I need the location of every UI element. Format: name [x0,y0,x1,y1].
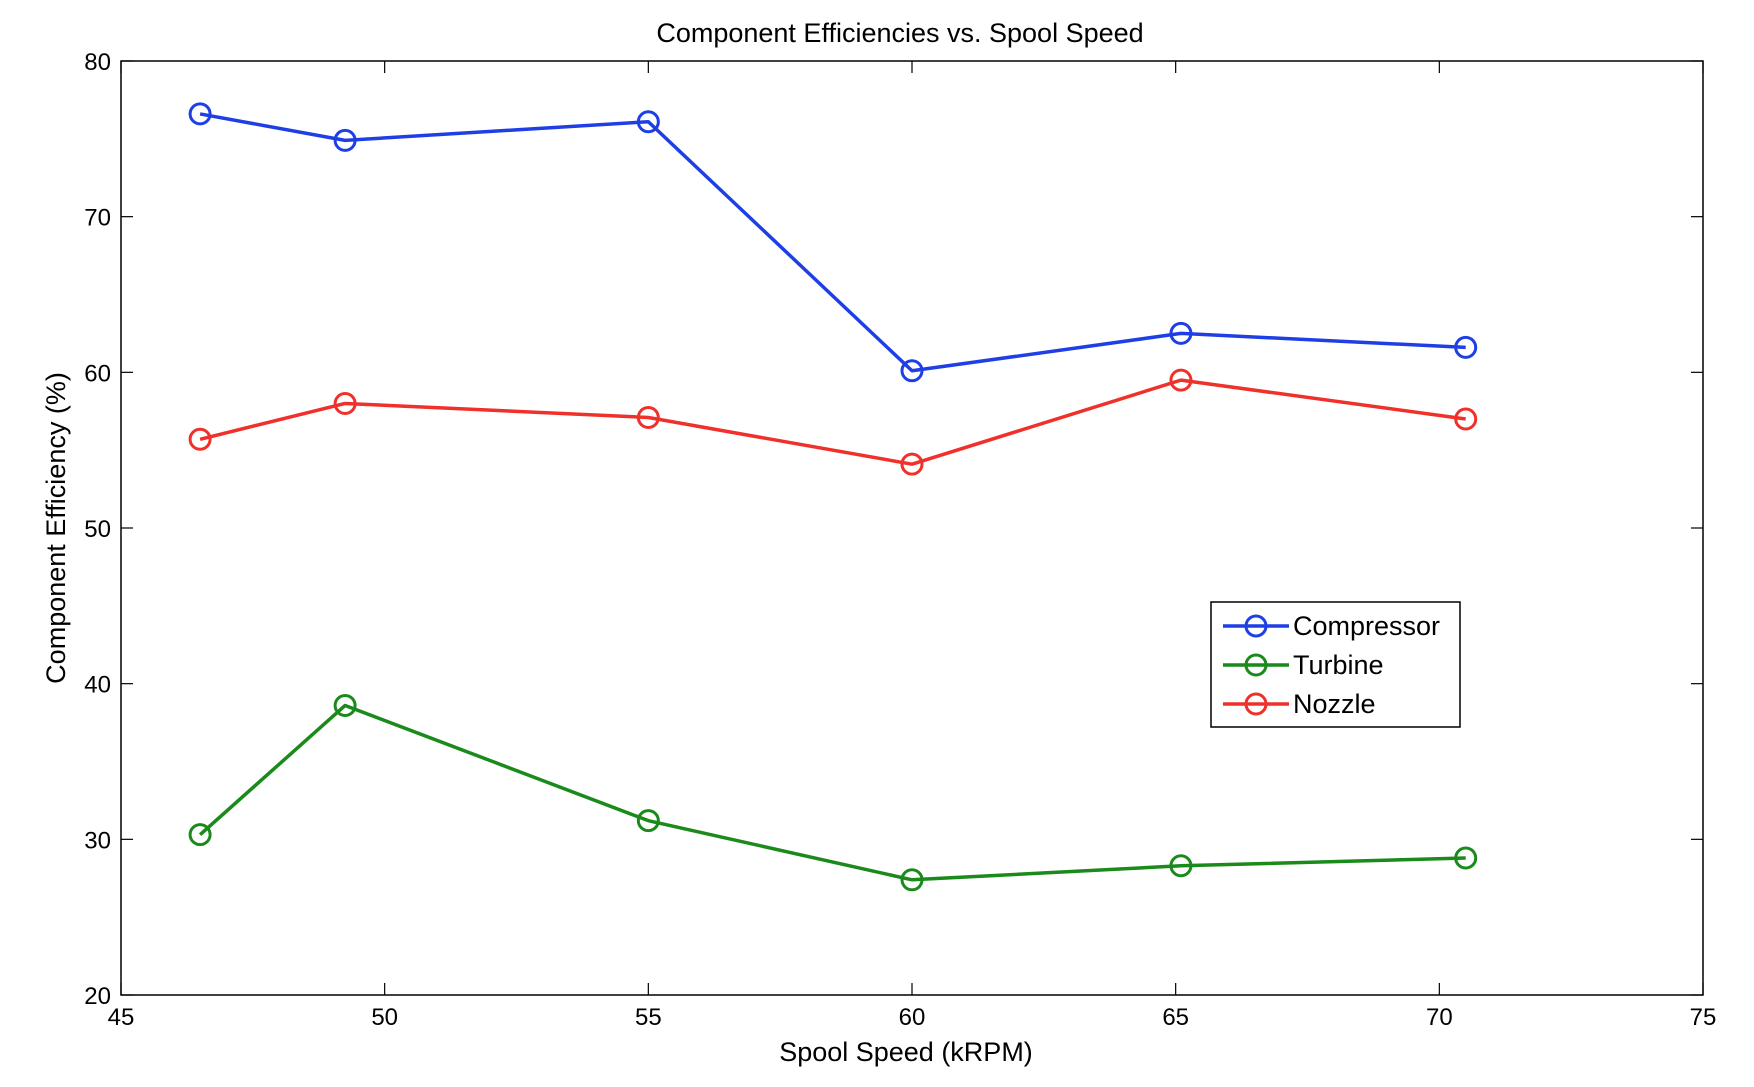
y-tick-label: 80 [84,49,111,76]
x-axis-title: Spool Speed (kRPM) [779,1037,1033,1067]
data-point-nozzle [900,452,924,476]
data-point-compressor [333,128,357,152]
data-point-nozzle [333,391,357,415]
series-line-compressor [199,112,1466,373]
data-point-nozzle [1169,368,1193,392]
data-point-compressor [188,102,212,126]
legend-marker-nozzle [1244,692,1268,716]
x-tick-label: 50 [371,1004,398,1031]
data-point-turbine [636,809,660,833]
data-point-compressor [900,359,924,383]
data-point-compressor [1169,321,1193,345]
x-tick-label: 70 [1426,1004,1453,1031]
data-point-turbine [900,868,924,892]
chart-title: Component Efficiencies vs. Spool Speed [656,18,1143,48]
data-point-compressor [636,110,660,134]
y-tick-label: 40 [84,672,111,699]
legend-label-turbine: Turbine [1293,650,1384,680]
data-point-nozzle [1454,407,1478,431]
y-tick-label: 50 [84,516,111,543]
x-tick-label: 75 [1690,1004,1717,1031]
y-tick-label: 30 [84,827,111,854]
data-point-turbine [1169,854,1193,878]
series-line-nozzle [199,378,1466,466]
legend-marker-compressor [1244,614,1268,638]
y-tick-label: 70 [84,205,111,232]
x-tick-label: 55 [635,1004,662,1031]
data-point-nozzle [636,405,660,429]
data-point-turbine [1454,846,1478,870]
x-tick-label: 65 [1162,1004,1189,1031]
x-tick-label: 45 [108,1004,135,1031]
series-line-turbine [198,703,1466,882]
y-axis-title: Component Efficiency (%) [41,372,71,684]
data-point-turbine [333,693,357,717]
y-tick-label: 20 [84,983,111,1010]
legend-label-compressor: Compressor [1293,611,1440,641]
plot-area-frame [120,60,1704,996]
data-point-turbine [188,823,212,847]
legend-label-nozzle: Nozzle [1293,689,1376,719]
data-point-compressor [1454,335,1478,359]
data-point-nozzle [188,427,212,451]
y-tick-label: 60 [84,360,111,387]
x-tick-label: 60 [899,1004,926,1031]
legend-marker-turbine [1244,653,1268,677]
